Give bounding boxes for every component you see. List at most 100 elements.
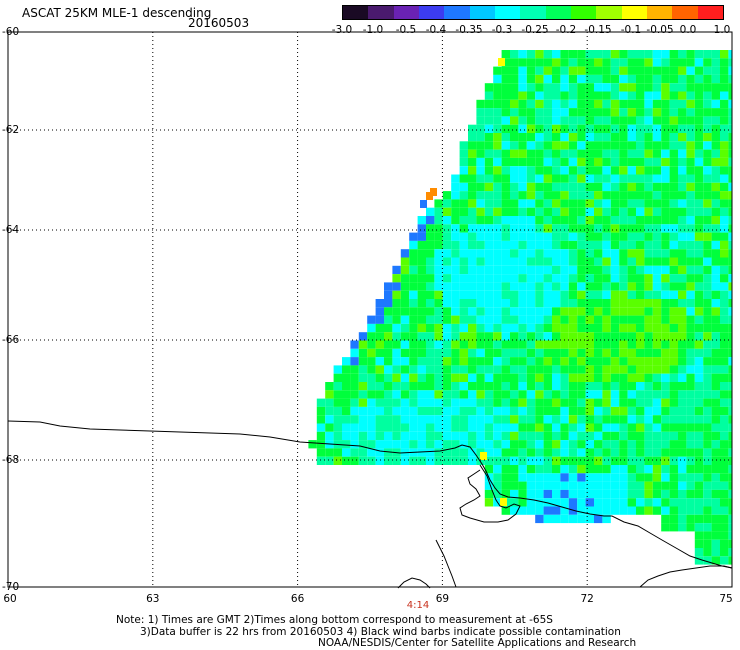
wind-cell: [484, 323, 494, 333]
wind-cell: [325, 431, 334, 441]
wind-cell: [426, 373, 435, 382]
wind-cell: [678, 191, 687, 200]
wind-cell: [686, 340, 695, 349]
wind-cell: [585, 489, 594, 499]
wind-cell: [484, 456, 494, 465]
wind-cell: [417, 274, 426, 283]
wind-cell: [543, 431, 552, 441]
wind-cell: [694, 332, 704, 341]
wind-cell: [644, 340, 653, 349]
wind-cell: [434, 448, 443, 457]
wind-cell: [392, 456, 401, 465]
wind-cell: [577, 83, 586, 92]
wind-cell: [678, 498, 687, 507]
wind-cell: [493, 207, 502, 216]
wind-cell: [585, 498, 594, 507]
wind-cell: [669, 398, 678, 407]
wind-cell: [669, 216, 678, 225]
wind-cell: [644, 191, 653, 200]
wind-cell: [594, 50, 603, 59]
wind-cell: [375, 398, 384, 407]
wind-cell: [375, 332, 384, 341]
wind-cell: [694, 149, 704, 158]
latitude-label: -64: [2, 224, 20, 236]
wind-cell: [720, 531, 729, 540]
wind-cell: [426, 456, 435, 465]
wind-cell: [526, 481, 536, 490]
color-scale-label: -3.0: [331, 24, 353, 36]
wind-cell: [678, 282, 687, 291]
wind-cell: [417, 415, 426, 424]
wind-cell: [459, 357, 468, 366]
wind-cell: [678, 207, 687, 216]
wind-cell: [728, 66, 732, 75]
wind-cell: [594, 290, 603, 299]
wind-cell: [661, 133, 670, 142]
wind-cell: [652, 124, 662, 133]
wind-cell: [619, 323, 628, 333]
wind-cell: [686, 124, 695, 133]
wind-cell: [501, 199, 510, 208]
wind-cell: [417, 216, 426, 225]
wind-cell: [535, 240, 544, 250]
wind-cell: [669, 265, 678, 275]
wind-cell: [711, 50, 720, 59]
wind-cell: [728, 390, 732, 399]
wind-cell: [661, 116, 670, 125]
wind-cell: [585, 191, 594, 200]
wind-cell: [610, 174, 620, 183]
wind-cell: [644, 133, 653, 142]
wind-cell: [669, 456, 678, 465]
wind-cell: [468, 382, 477, 391]
wind-cell: [720, 91, 729, 100]
wind-cell: [476, 456, 485, 465]
wind-cell: [720, 274, 729, 283]
wind-cell: [636, 141, 645, 150]
wind-cell: [728, 108, 732, 117]
wind-cell: [468, 340, 477, 349]
wind-cell: [585, 340, 594, 349]
wind-cell: [610, 406, 620, 416]
wind-cell: [392, 299, 401, 308]
wind-cell: [720, 116, 729, 125]
wind-cell: [543, 423, 552, 432]
wind-cell: [510, 340, 519, 349]
wind-cell: [358, 431, 368, 441]
wind-cell: [678, 299, 687, 308]
wind-cell: [493, 274, 502, 283]
wind-cell: [568, 423, 578, 432]
wind-cell: [661, 99, 670, 109]
wind-cell: [543, 390, 552, 399]
wind-cell: [686, 307, 695, 316]
wind-cell: [358, 406, 368, 416]
wind-cell: [426, 274, 435, 283]
wind-cell: [610, 498, 620, 507]
wind-cell: [501, 282, 510, 291]
wind-cell: [728, 440, 732, 449]
wind-cell: [594, 440, 603, 449]
wind-cell: [652, 332, 662, 341]
wind-cell: [594, 166, 603, 175]
wind-cell: [501, 216, 510, 225]
wind-cell: [367, 373, 376, 382]
wind-cell: [384, 323, 393, 333]
wind-cell: [694, 523, 704, 532]
wind-cell: [636, 365, 645, 374]
color-scale-label: -0.3: [491, 24, 513, 36]
wind-cell: [669, 108, 678, 117]
wind-cell: [510, 398, 519, 407]
wind-cell: [720, 365, 729, 374]
wind-cell: [543, 174, 552, 183]
wind-cell: [694, 74, 704, 84]
wind-cell: [501, 133, 510, 142]
wind-cell: [686, 149, 695, 158]
wind-cell: [543, 481, 552, 490]
wind-cell: [694, 182, 704, 192]
wind-cell: [526, 323, 536, 333]
wind-cell: [526, 398, 536, 407]
wind-cell: [526, 340, 536, 349]
wind-cell: [484, 440, 494, 449]
wind-cell: [585, 315, 594, 324]
wind-cell: [678, 332, 687, 341]
wind-cell: [661, 232, 670, 241]
